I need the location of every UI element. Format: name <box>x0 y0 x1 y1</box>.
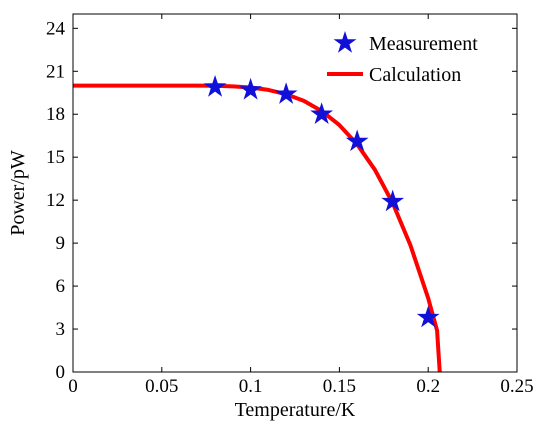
x-tick-label: 0.25 <box>500 376 533 397</box>
y-tick-label: 3 <box>56 319 66 340</box>
y-tick-label: 9 <box>56 233 66 254</box>
x-tick-label: 0.05 <box>145 376 178 397</box>
y-tick-label: 0 <box>56 362 66 383</box>
x-tick-label: 0.1 <box>239 376 263 397</box>
legend: Measurement Calculation <box>327 31 478 86</box>
y-tick-label: 6 <box>56 276 66 297</box>
measurement-point <box>310 102 334 124</box>
y-tick-label: 18 <box>46 104 65 125</box>
x-axis-label: Temperature/K <box>235 399 356 421</box>
measurement-point <box>239 77 263 100</box>
measurement-point <box>416 305 440 328</box>
plot-area-frame <box>72 13 518 373</box>
y-tick-label: 21 <box>46 61 65 82</box>
calculation-layer <box>73 83 442 373</box>
y-tick-label: 24 <box>46 18 66 39</box>
measurement-layer <box>203 75 440 328</box>
measurement-point <box>381 189 405 212</box>
legend-star-swatch <box>333 31 357 53</box>
x-tick-label: 0.15 <box>323 376 356 397</box>
tick-layer: 0 0.05 0.1 0.15 0.2 0.25 0 3 6 9 12 15 18 21 24 <box>46 14 534 397</box>
measurement-point <box>345 129 369 152</box>
measurement-point <box>274 82 298 104</box>
legend-label: Calculation <box>369 64 461 86</box>
measurement-point <box>203 75 227 97</box>
legend-label: Measurement <box>369 33 478 55</box>
y-tick-label: 15 <box>46 147 65 168</box>
x-tick-label: 0.2 <box>416 376 440 397</box>
calculation-curve <box>73 83 442 373</box>
y-axis-label: Power/pW <box>7 150 29 236</box>
y-tick-label: 12 <box>46 190 65 211</box>
x-tick-label: 0 <box>68 376 78 397</box>
